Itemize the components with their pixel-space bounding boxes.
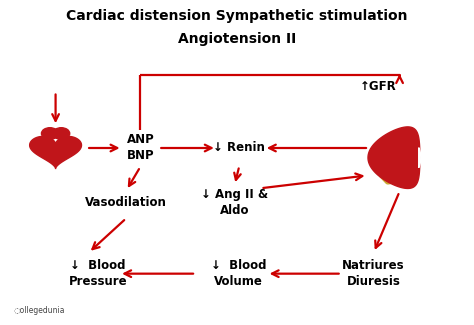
Text: Natriures
Diuresis: Natriures Diuresis (342, 259, 405, 288)
Text: ↓  Blood
Pressure: ↓ Blood Pressure (69, 259, 128, 288)
Text: ↑GFR: ↑GFR (360, 80, 397, 93)
Text: Vasodilation: Vasodilation (85, 196, 167, 209)
Text: ◌ollegedunia: ◌ollegedunia (13, 306, 64, 315)
Text: ANP
BNP: ANP BNP (127, 134, 154, 162)
Text: ↓  Blood
Volume: ↓ Blood Volume (210, 259, 266, 288)
Text: ↓ Ang II &
Aldo: ↓ Ang II & Aldo (201, 188, 268, 217)
Polygon shape (419, 148, 421, 168)
Text: Cardiac distension Sympathetic stimulation: Cardiac distension Sympathetic stimulati… (66, 9, 408, 23)
Circle shape (53, 128, 70, 139)
Polygon shape (50, 133, 59, 136)
Circle shape (41, 128, 58, 139)
Text: ↓ Renin: ↓ Renin (213, 141, 265, 154)
Polygon shape (30, 136, 82, 168)
Polygon shape (368, 127, 420, 188)
Text: Angiotension II: Angiotension II (178, 32, 296, 46)
